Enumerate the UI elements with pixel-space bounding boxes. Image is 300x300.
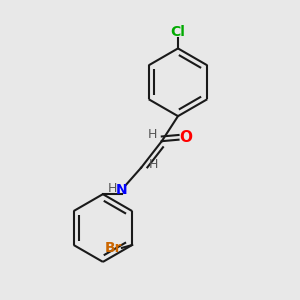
Text: H: H: [108, 182, 117, 195]
Text: N: N: [116, 183, 128, 197]
Text: H: H: [148, 158, 158, 171]
Text: O: O: [180, 130, 193, 145]
Text: Br: Br: [104, 241, 122, 255]
Text: Cl: Cl: [170, 25, 185, 39]
Text: H: H: [148, 128, 157, 141]
